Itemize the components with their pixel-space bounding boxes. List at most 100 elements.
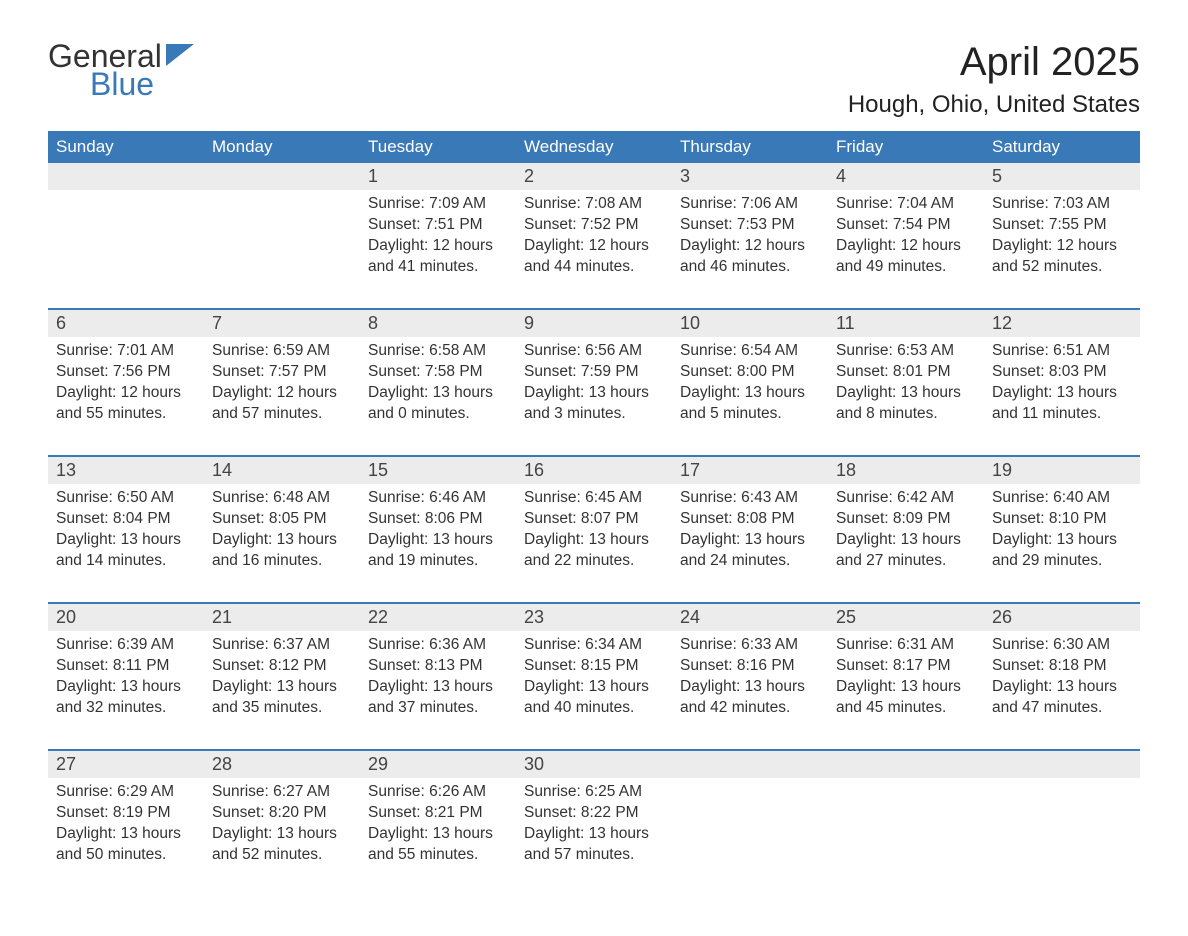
day-number: 18 bbox=[828, 457, 984, 484]
daylight-line: Daylight: 13 hours and 50 minutes. bbox=[56, 824, 196, 866]
daylight-line: Daylight: 12 hours and 52 minutes. bbox=[992, 236, 1132, 278]
daylight-line: Daylight: 13 hours and 37 minutes. bbox=[368, 677, 508, 719]
daylight-line: Daylight: 13 hours and 0 minutes. bbox=[368, 383, 508, 425]
daylight-line: Daylight: 13 hours and 16 minutes. bbox=[212, 530, 352, 572]
daylight-line: Daylight: 13 hours and 5 minutes. bbox=[680, 383, 820, 425]
month-title: April 2025 bbox=[848, 40, 1140, 85]
day-cell: Sunrise: 6:51 AMSunset: 8:03 PMDaylight:… bbox=[984, 337, 1140, 437]
daylight-line: Daylight: 13 hours and 57 minutes. bbox=[524, 824, 664, 866]
sunrise-line: Sunrise: 6:36 AM bbox=[368, 635, 508, 656]
daylight-line: Daylight: 13 hours and 11 minutes. bbox=[992, 383, 1132, 425]
day-content-row: Sunrise: 6:29 AMSunset: 8:19 PMDaylight:… bbox=[48, 778, 1140, 878]
sunset-line: Sunset: 8:15 PM bbox=[524, 656, 664, 677]
daylight-line: Daylight: 13 hours and 8 minutes. bbox=[836, 383, 976, 425]
calendar-table: Sunday Monday Tuesday Wednesday Thursday… bbox=[48, 131, 1140, 878]
sunset-line: Sunset: 7:51 PM bbox=[368, 215, 508, 236]
sunset-line: Sunset: 8:11 PM bbox=[56, 656, 196, 677]
sunrise-line: Sunrise: 6:40 AM bbox=[992, 488, 1132, 509]
day-cell: Sunrise: 7:04 AMSunset: 7:54 PMDaylight:… bbox=[828, 190, 984, 290]
day-cell: Sunrise: 6:25 AMSunset: 8:22 PMDaylight:… bbox=[516, 778, 672, 878]
day-cell: Sunrise: 6:50 AMSunset: 8:04 PMDaylight:… bbox=[48, 484, 204, 584]
sunrise-line: Sunrise: 6:45 AM bbox=[524, 488, 664, 509]
week-row: 13141516171819Sunrise: 6:50 AMSunset: 8:… bbox=[48, 455, 1140, 584]
day-cell: Sunrise: 6:39 AMSunset: 8:11 PMDaylight:… bbox=[48, 631, 204, 731]
week-row: 20212223242526Sunrise: 6:39 AMSunset: 8:… bbox=[48, 602, 1140, 731]
day-cell: Sunrise: 6:40 AMSunset: 8:10 PMDaylight:… bbox=[984, 484, 1140, 584]
sunrise-line: Sunrise: 6:59 AM bbox=[212, 341, 352, 362]
sunrise-line: Sunrise: 7:03 AM bbox=[992, 194, 1132, 215]
day-cell: Sunrise: 6:27 AMSunset: 8:20 PMDaylight:… bbox=[204, 778, 360, 878]
sunrise-line: Sunrise: 6:48 AM bbox=[212, 488, 352, 509]
sunset-line: Sunset: 8:06 PM bbox=[368, 509, 508, 530]
sunrise-line: Sunrise: 6:30 AM bbox=[992, 635, 1132, 656]
day-number: 1 bbox=[360, 163, 516, 190]
sunrise-line: Sunrise: 6:26 AM bbox=[368, 782, 508, 803]
day-number-row: 6789101112 bbox=[48, 310, 1140, 337]
sunset-line: Sunset: 8:17 PM bbox=[836, 656, 976, 677]
day-number: 9 bbox=[516, 310, 672, 337]
sunset-line: Sunset: 8:04 PM bbox=[56, 509, 196, 530]
day-cell: Sunrise: 6:48 AMSunset: 8:05 PMDaylight:… bbox=[204, 484, 360, 584]
day-cell: Sunrise: 6:54 AMSunset: 8:00 PMDaylight:… bbox=[672, 337, 828, 437]
sunrise-line: Sunrise: 6:25 AM bbox=[524, 782, 664, 803]
day-cell: Sunrise: 6:33 AMSunset: 8:16 PMDaylight:… bbox=[672, 631, 828, 731]
sunrise-line: Sunrise: 6:58 AM bbox=[368, 341, 508, 362]
sunrise-line: Sunrise: 6:54 AM bbox=[680, 341, 820, 362]
sunset-line: Sunset: 8:00 PM bbox=[680, 362, 820, 383]
day-content-row: Sunrise: 7:09 AMSunset: 7:51 PMDaylight:… bbox=[48, 190, 1140, 290]
sunset-line: Sunset: 8:09 PM bbox=[836, 509, 976, 530]
day-number: 15 bbox=[360, 457, 516, 484]
day-number bbox=[204, 163, 360, 190]
sunset-line: Sunset: 8:19 PM bbox=[56, 803, 196, 824]
sunset-line: Sunset: 7:52 PM bbox=[524, 215, 664, 236]
daylight-line: Daylight: 13 hours and 19 minutes. bbox=[368, 530, 508, 572]
title-block: April 2025 Hough, Ohio, United States bbox=[848, 40, 1140, 119]
weekday-header-sunday: Sunday bbox=[48, 131, 204, 163]
daylight-line: Daylight: 13 hours and 22 minutes. bbox=[524, 530, 664, 572]
day-number: 25 bbox=[828, 604, 984, 631]
sunrise-line: Sunrise: 6:51 AM bbox=[992, 341, 1132, 362]
sunset-line: Sunset: 8:21 PM bbox=[368, 803, 508, 824]
day-cell: Sunrise: 7:09 AMSunset: 7:51 PMDaylight:… bbox=[360, 190, 516, 290]
logo: General Blue bbox=[48, 40, 194, 100]
day-cell bbox=[984, 778, 1140, 878]
sunrise-line: Sunrise: 6:33 AM bbox=[680, 635, 820, 656]
logo-text-blue: Blue bbox=[90, 68, 162, 100]
sunrise-line: Sunrise: 7:06 AM bbox=[680, 194, 820, 215]
daylight-line: Daylight: 13 hours and 42 minutes. bbox=[680, 677, 820, 719]
daylight-line: Daylight: 13 hours and 45 minutes. bbox=[836, 677, 976, 719]
day-number: 6 bbox=[48, 310, 204, 337]
day-content-row: Sunrise: 6:50 AMSunset: 8:04 PMDaylight:… bbox=[48, 484, 1140, 584]
day-content-row: Sunrise: 6:39 AMSunset: 8:11 PM Daylight:… bbox=[48, 631, 1140, 731]
day-number bbox=[984, 751, 1140, 778]
day-cell: Sunrise: 6:43 AMSunset: 8:08 PMDaylight:… bbox=[672, 484, 828, 584]
day-number: 4 bbox=[828, 163, 984, 190]
day-cell bbox=[48, 190, 204, 290]
day-number bbox=[828, 751, 984, 778]
sunset-line: Sunset: 7:53 PM bbox=[680, 215, 820, 236]
daylight-line: Daylight: 12 hours and 44 minutes. bbox=[524, 236, 664, 278]
day-cell: Sunrise: 7:03 AMSunset: 7:55 PMDaylight:… bbox=[984, 190, 1140, 290]
day-number: 28 bbox=[204, 751, 360, 778]
day-cell: Sunrise: 6:42 AMSunset: 8:09 PMDaylight:… bbox=[828, 484, 984, 584]
day-number: 11 bbox=[828, 310, 984, 337]
sunrise-line: Sunrise: 7:04 AM bbox=[836, 194, 976, 215]
sunset-line: Sunset: 8:03 PM bbox=[992, 362, 1132, 383]
sunset-line: Sunset: 7:56 PM bbox=[56, 362, 196, 383]
day-cell: Sunrise: 6:56 AMSunset: 7:59 PMDaylight:… bbox=[516, 337, 672, 437]
daylight-line: Daylight: 13 hours and 27 minutes. bbox=[836, 530, 976, 572]
sunset-line: Sunset: 8:20 PM bbox=[212, 803, 352, 824]
sunset-line: Sunset: 7:55 PM bbox=[992, 215, 1132, 236]
day-cell bbox=[204, 190, 360, 290]
daylight-line: Daylight: 12 hours and 57 minutes. bbox=[212, 383, 352, 425]
sunset-line: Sunset: 7:59 PM bbox=[524, 362, 664, 383]
day-number: 14 bbox=[204, 457, 360, 484]
daylight-line: Daylight: 13 hours and 3 minutes. bbox=[524, 383, 664, 425]
daylight-line: Daylight: 13 hours and 14 minutes. bbox=[56, 530, 196, 572]
day-number: 5 bbox=[984, 163, 1140, 190]
day-number: 30 bbox=[516, 751, 672, 778]
day-number bbox=[672, 751, 828, 778]
sunrise-line: Sunrise: 6:39 AM bbox=[56, 635, 196, 656]
daylight-line: Daylight: 12 hours and 49 minutes. bbox=[836, 236, 976, 278]
daylight-line: Daylight: 12 hours and 41 minutes. bbox=[368, 236, 508, 278]
